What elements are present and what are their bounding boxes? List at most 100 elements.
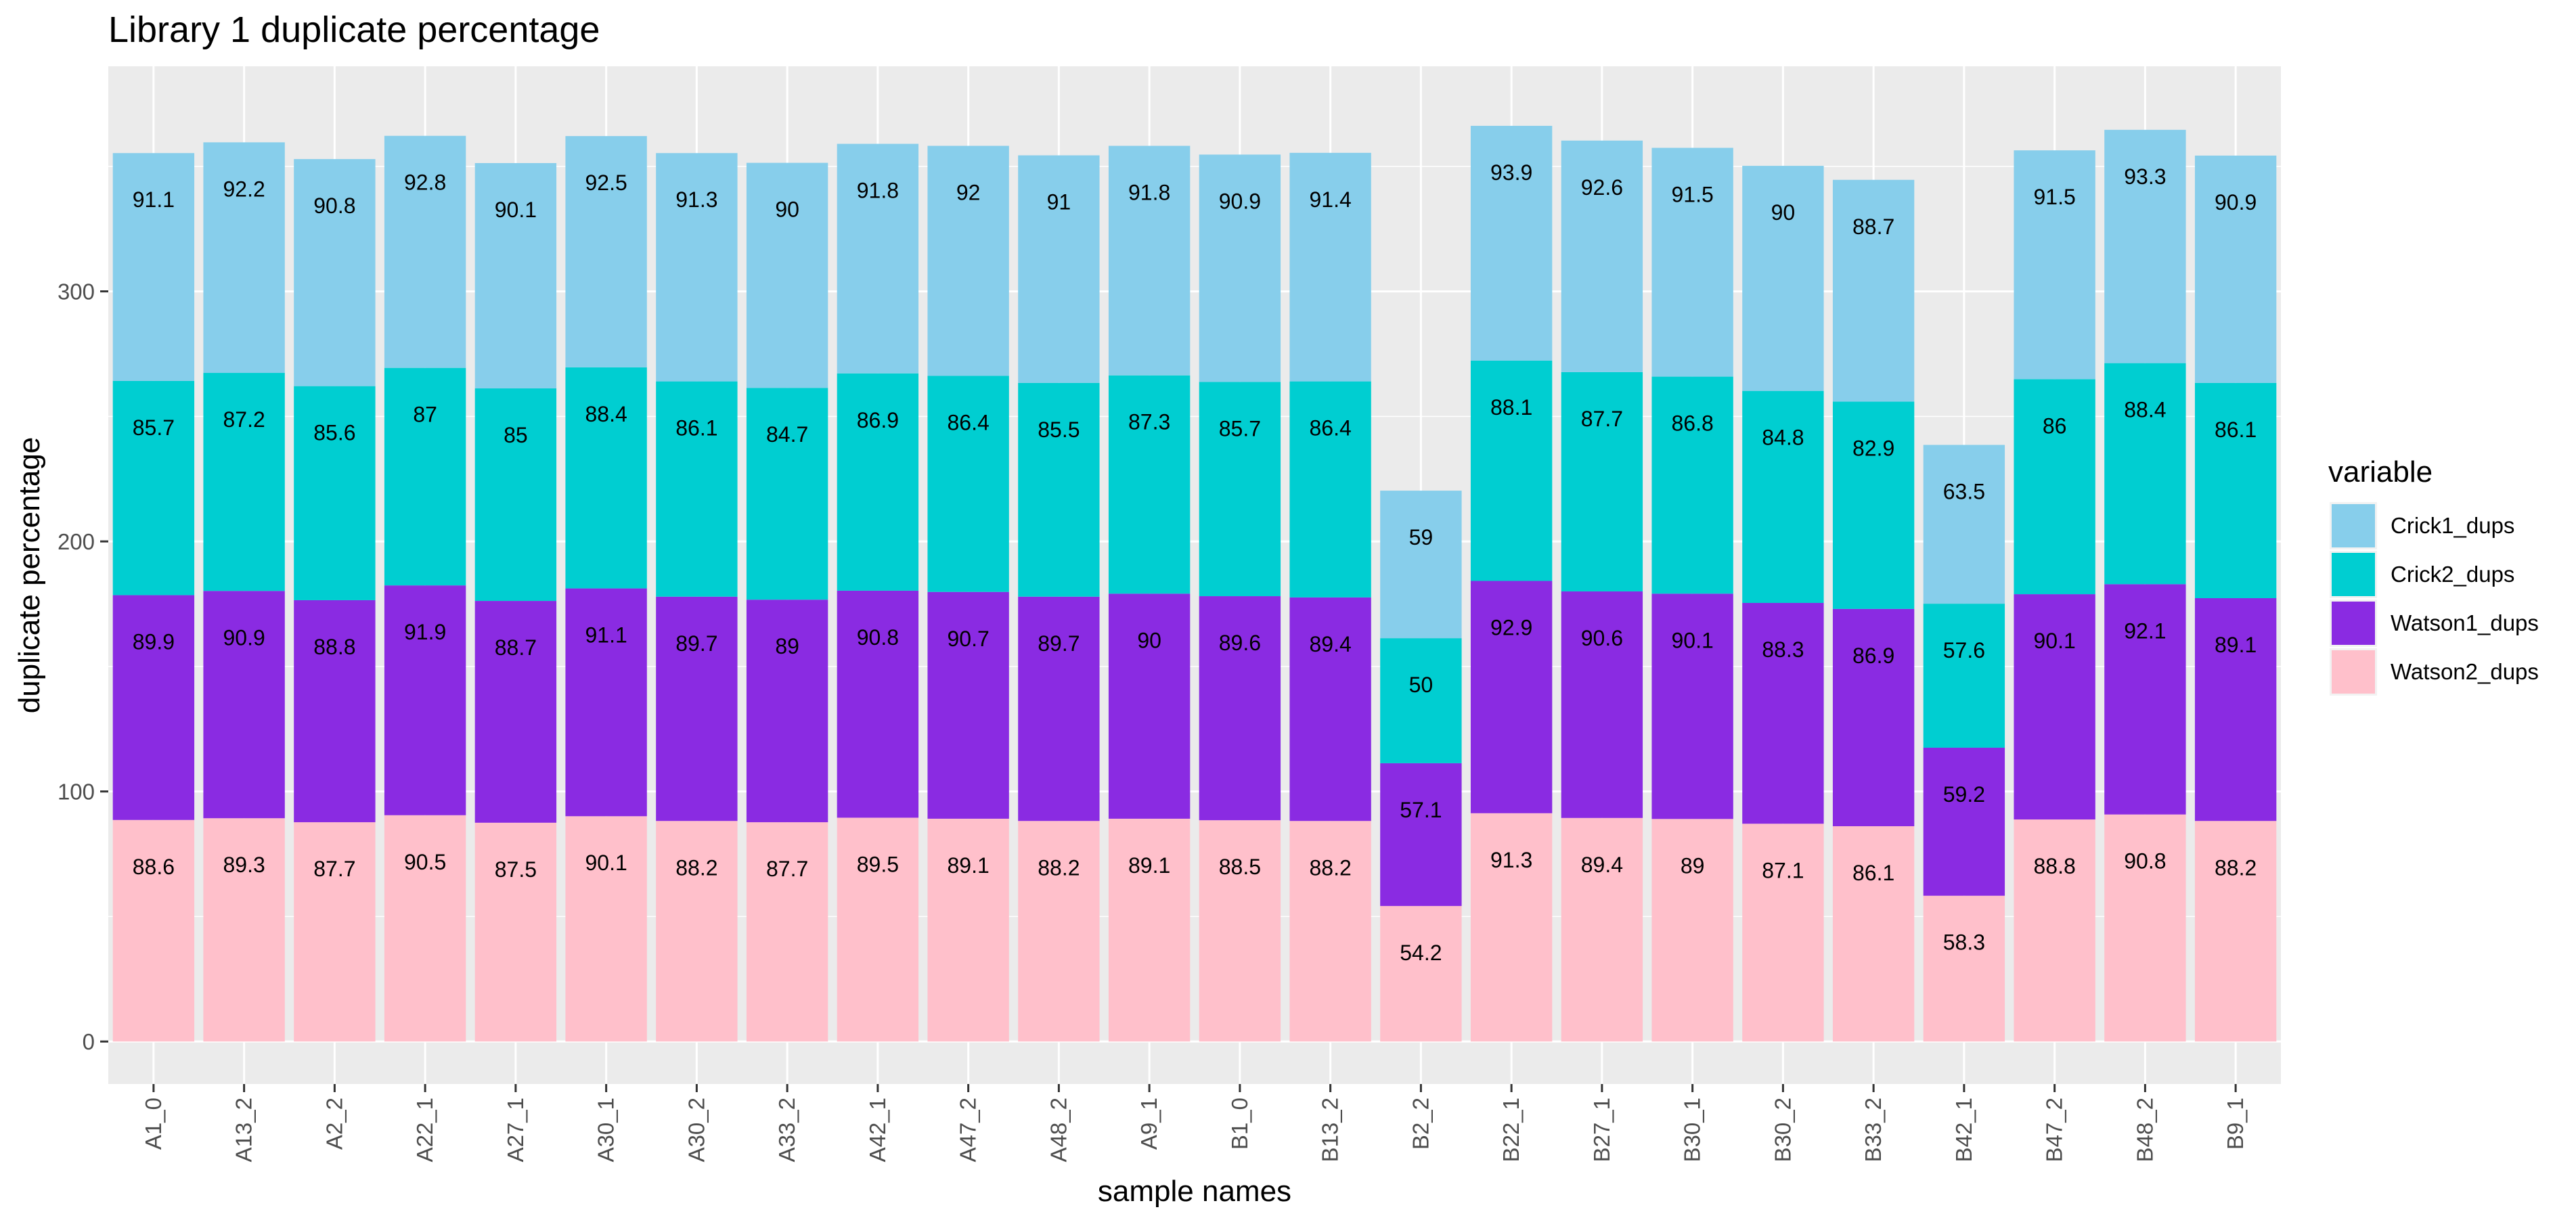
segment-label: 88.7 [1852,215,1894,239]
bar-segment [2014,594,2095,820]
legend-label: Crick2_dups [2391,562,2514,587]
bar-segment [1199,820,1281,1042]
bar-segment [1199,382,1281,597]
x-tick-label: B27_1 [1589,1098,1614,1162]
segment-label: 84.7 [766,422,808,447]
bar-segment [112,595,195,820]
segment-labels-group: 88.6 89.9 85.7 91.1 89.3 90.9 87.2 92.2 87.7 88.8… [133,160,2257,965]
bar-segment [203,591,285,819]
bar-segment [112,153,195,381]
bar-segment [1832,826,1915,1042]
segment-label: 86.1 [675,416,717,441]
x-tick-label: A2_2 [321,1098,347,1150]
segment-label: 87.7 [313,857,355,881]
bar-segment [1018,821,1100,1042]
segment-label: 90.1 [495,198,537,222]
segment-label: 92.6 [1581,175,1623,200]
segment-label: 93.9 [1490,160,1532,185]
segment-label: 54.2 [1400,941,1442,965]
x-tick-label: B47_2 [2042,1098,2067,1162]
segment-label: 88.2 [675,855,717,880]
x-tick-label: B30_2 [1770,1098,1795,1162]
y-tick-label: 100 [58,780,95,805]
x-axis-title: sample names [1098,1175,1291,1208]
bar-segment [1470,360,1553,581]
segment-label: 88.8 [2033,854,2075,878]
y-tick-label: 200 [58,529,95,554]
segment-label: 63.5 [1943,479,1985,503]
bar-segment [1832,608,1915,827]
segment-label: 92.2 [223,177,265,201]
segment-label: 91.3 [1490,848,1532,872]
segment-label: 85.6 [313,421,355,445]
bar-segment [384,815,466,1042]
bar-segment [746,388,828,600]
bar-segment [1651,819,1733,1042]
x-axis: A1_0 A13_2 A2_2 A22_1 A27_1 A30_1 A30_2 A33_2 A4… [141,1084,2248,1162]
segment-label: 91.5 [1671,182,1713,206]
segment-label: 93.3 [2124,164,2166,189]
chart-title: Library 1 duplicate percentage [108,9,600,50]
bar-segment [384,585,466,815]
segment-label: 91.1 [585,623,627,648]
bar-segment [1742,390,1824,604]
segment-label: 88.2 [2215,855,2257,880]
segment-label: 89.3 [223,853,265,877]
segment-label: 58.3 [1943,930,1985,955]
bar-segment [1289,597,1371,821]
bar-segment [656,381,738,597]
legend-label: Crick1_dups [2391,513,2514,538]
segment-label: 86.9 [1852,644,1894,668]
segment-label: 90.1 [1671,628,1713,652]
segment-label: 89.6 [1219,631,1261,655]
segment-label: 90 [1137,628,1161,652]
plot-panel [108,66,2281,1084]
bar-segment [384,135,466,368]
segment-label: 86 [2043,413,2067,438]
bar-segment [1651,376,1733,594]
bar-segment [2194,382,2277,598]
segment-label: 85.5 [1038,418,1080,442]
segment-label: 89.7 [1038,631,1080,656]
x-tick-label: B1_0 [1227,1098,1252,1150]
segment-label: 86.1 [1852,861,1894,885]
bar-segment [1470,581,1553,813]
bar-segment [656,153,738,382]
bar-segment [2104,363,2186,585]
bar-segment [1108,818,1191,1042]
segment-label: 86.9 [857,408,899,432]
bar-segment [837,817,919,1042]
segment-label: 87.2 [223,407,265,432]
bar-segment [927,591,1009,819]
segment-label: 90.9 [223,625,265,650]
bar-segment [2014,379,2095,595]
bar-segment [1380,638,1462,763]
x-tick-label: B9_1 [2223,1098,2248,1150]
bar-segment [474,163,557,388]
segment-label: 88.4 [585,402,627,426]
segment-label: 90.1 [585,851,627,875]
segment-label: 91.5 [2033,185,2075,209]
x-tick-label: A42_1 [865,1098,890,1162]
bar-segment [1018,596,1100,821]
x-tick-label: B2_2 [1408,1098,1433,1150]
segment-label: 88.6 [133,855,175,879]
bar-segment [1651,593,1733,819]
segment-label: 89.1 [2215,633,2257,657]
bar-segment [656,821,738,1042]
bar-segment [565,816,647,1042]
segment-label: 89 [1681,853,1705,878]
bar-segment [2104,584,2186,815]
bar-segment [384,367,466,586]
bar-segment [203,818,285,1042]
bar-segment [1742,824,1824,1042]
segment-label: 90.8 [857,625,899,650]
bar-segment [474,601,557,823]
segment-label: 92 [956,181,981,205]
bar-segment [1018,382,1100,597]
x-tick-label: A48_2 [1046,1098,1071,1162]
segment-label: 90 [775,198,799,222]
segment-label: 90.7 [947,627,989,651]
y-tick-label: 300 [58,279,95,304]
